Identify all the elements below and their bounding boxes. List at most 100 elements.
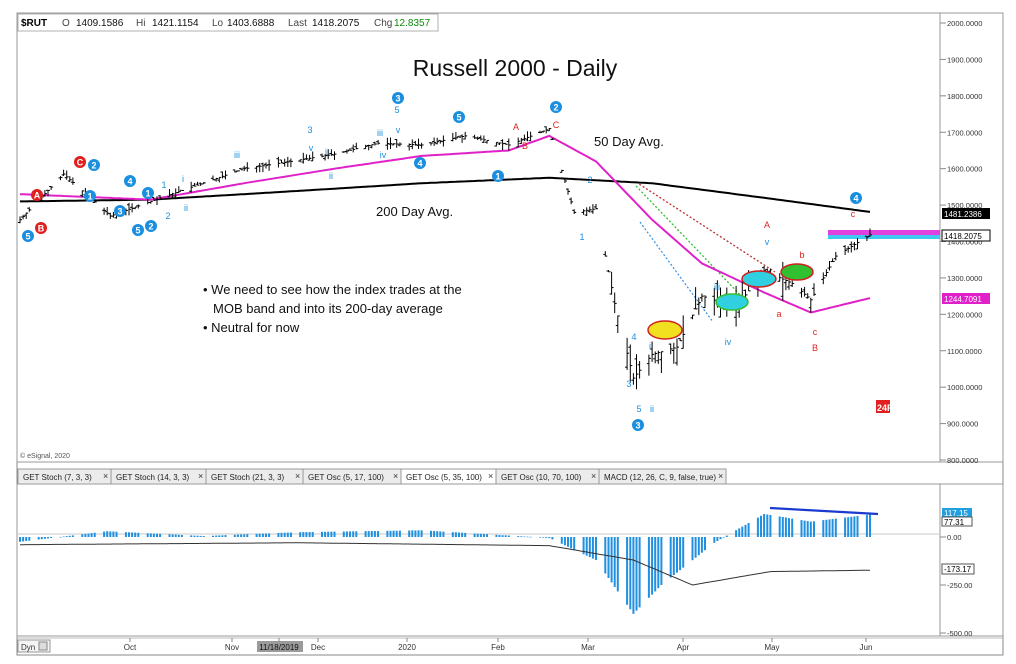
osc-bar — [258, 533, 261, 537]
osc-bar — [784, 517, 787, 537]
ma200-line — [20, 176, 871, 213]
osc-bar — [221, 535, 224, 537]
wave-circle-label — [414, 157, 426, 169]
osc-bar — [321, 531, 323, 537]
quote-high: 1421.1154 — [152, 18, 199, 29]
badge-ma200 — [942, 208, 990, 219]
indicator-tab[interactable]: MACD (12, 26, C, 9, false, true) × — [598, 468, 727, 485]
osc-bar — [442, 531, 445, 537]
osc-bar — [713, 537, 716, 543]
dyn-control[interactable]: Dyn — [17, 639, 51, 653]
osc-bar — [682, 537, 685, 568]
osc-bar — [305, 532, 308, 537]
wave-text-label: ii — [329, 171, 333, 181]
osc-bar — [302, 532, 305, 537]
osc-bar — [106, 531, 109, 537]
osc-bar — [451, 532, 454, 537]
osc-bar — [131, 532, 134, 537]
osc-bar — [542, 537, 545, 538]
x-tick-label: May — [764, 643, 779, 652]
osc-bar — [152, 533, 155, 537]
osc-bar — [651, 537, 654, 595]
osc-bar — [196, 535, 199, 537]
indicator-tab[interactable]: GET Osc (5, 35, 100) × — [400, 468, 497, 485]
osc-bar — [324, 531, 327, 537]
osc-bar — [567, 537, 569, 547]
osc-bar — [591, 537, 594, 559]
osc-bar — [47, 537, 49, 539]
quote-low-label: Lo — [212, 18, 224, 29]
osc-bar — [526, 536, 529, 538]
osc-bar — [582, 537, 585, 555]
tab-close-icon[interactable]: × — [198, 471, 203, 481]
wave-circle-text: 5 — [135, 226, 140, 236]
osc-bar — [853, 516, 856, 537]
osc-bar — [545, 537, 548, 538]
wave-circle-label — [35, 222, 47, 234]
osc-bar — [414, 530, 417, 537]
osc-bar — [744, 524, 747, 537]
badge-ma50 — [942, 293, 990, 304]
tab-close-icon[interactable]: × — [718, 471, 723, 481]
osc-bar — [585, 537, 588, 556]
osc-bar — [676, 537, 678, 573]
osc-bar — [84, 533, 87, 537]
brand-text: 24PTI — [877, 403, 901, 413]
wave-text-label: iv — [380, 150, 387, 160]
trendline-blue — [639, 221, 714, 323]
osc-bar — [128, 532, 130, 537]
osc-bar — [349, 531, 351, 537]
osc-bar — [255, 533, 258, 537]
osc-bar — [199, 535, 202, 537]
quote-low: 1403.6888 — [227, 18, 275, 29]
osc-bar — [389, 530, 392, 537]
wave-text-label: 3 — [307, 125, 312, 135]
osc-bar — [454, 532, 457, 537]
indicator-tab[interactable]: GET Osc (10, 70, 100) × — [495, 468, 600, 485]
indicator-tab[interactable]: GET Osc (5, 17, 100) × — [302, 468, 402, 485]
quote-last: 1418.2075 — [312, 18, 360, 29]
osc-bar — [778, 516, 781, 537]
osc-bar — [626, 537, 629, 605]
osc-bar — [420, 530, 423, 537]
osc-bar — [844, 517, 847, 537]
tab-close-icon[interactable]: × — [591, 471, 596, 481]
indicator-tab[interactable]: GET Stoch (7, 3, 3) × — [17, 468, 112, 485]
osc-bar — [766, 514, 769, 537]
wave-circle-label — [392, 92, 404, 104]
osc-bar — [476, 533, 479, 537]
wave-text-label: B — [522, 141, 528, 151]
x-tick-label: Jun — [860, 643, 873, 652]
osc-bar — [482, 534, 485, 537]
indicator-tab[interactable]: GET Stoch (21, 3, 3) × — [205, 468, 304, 485]
highlight-green — [780, 263, 814, 281]
osc-bar — [392, 530, 395, 537]
x-tick-label: Apr — [677, 643, 690, 652]
tab-close-icon[interactable]: × — [488, 471, 493, 481]
indicator-tab[interactable]: GET Stoch (14, 3, 3) × — [110, 468, 207, 485]
x-cursor-date-box — [257, 641, 303, 652]
dyn-label: Dyn — [21, 643, 35, 652]
osc-bar — [763, 514, 766, 537]
oscillator-panel — [16, 483, 941, 637]
osc-bar — [286, 532, 289, 537]
tab-close-icon[interactable]: × — [295, 471, 300, 481]
osc-bar — [308, 532, 311, 537]
indicator-tab-label: GET Osc (5, 35, 100) — [406, 473, 482, 482]
osc-bar — [679, 537, 682, 571]
quote-last-label: Last — [288, 18, 307, 29]
tab-close-icon[interactable]: × — [393, 471, 398, 481]
quote-change-label: Chg — [374, 18, 392, 29]
osc-bar — [386, 530, 389, 537]
quote-header: $RUT O 1409.1586 Hi 1421.1154 Lo 1403.68… — [17, 13, 439, 32]
osc-bar — [632, 537, 635, 614]
osc-bar — [246, 534, 249, 537]
wave-text-label: i — [182, 174, 184, 184]
osc-bar — [177, 534, 180, 537]
osc-bar — [694, 537, 697, 558]
price-y-axis-labels: 2000.0000 1900.0000 1800.0000 1700.0000 1600… — [947, 19, 982, 465]
tab-close-icon[interactable]: × — [103, 471, 108, 481]
wave-text-label: 5 — [394, 105, 399, 115]
osc-bar — [869, 514, 871, 537]
wave-circle-label — [22, 230, 34, 242]
